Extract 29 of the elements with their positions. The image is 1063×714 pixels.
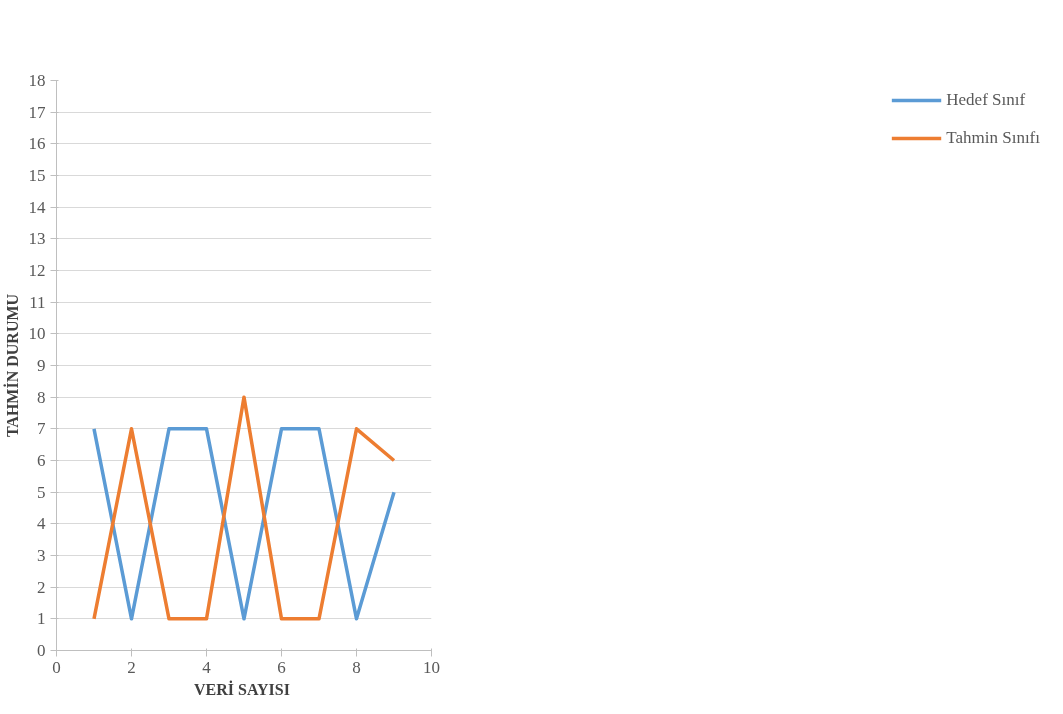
y-tick-label: 10 bbox=[28, 324, 46, 344]
y-tick-label: 17 bbox=[28, 102, 46, 122]
y-tick-label: 0 bbox=[37, 641, 46, 660]
y-tick-label: 15 bbox=[28, 166, 46, 185]
x-tick-label: 6 bbox=[277, 657, 286, 677]
x-tick-label: 0 bbox=[52, 657, 61, 677]
y-tick-label: 12 bbox=[28, 261, 46, 280]
y-tick-label: 18 bbox=[28, 71, 46, 90]
y-tick-label: 16 bbox=[28, 134, 46, 154]
y-tick-label: 8 bbox=[37, 387, 46, 407]
y-tick-label: 7 bbox=[37, 419, 46, 439]
x-tick-label: 2 bbox=[127, 657, 136, 677]
y-tick-label: 4 bbox=[37, 514, 46, 534]
legend-label: Tahmin Sınıfı bbox=[946, 128, 1040, 148]
x-tick-label: 10 bbox=[423, 657, 440, 677]
x-tick-label: 8 bbox=[352, 657, 361, 677]
x-tick-label: 4 bbox=[202, 657, 212, 677]
y-tick-label: 1 bbox=[37, 609, 46, 629]
y-tick-label: 5 bbox=[37, 482, 46, 502]
y-tick-label: 3 bbox=[37, 546, 46, 565]
y-tick-label: 9 bbox=[37, 356, 46, 375]
y-tick-label: 2 bbox=[37, 577, 46, 597]
legend-label: Hedef Sınıf bbox=[946, 90, 1026, 110]
x-axis-title: VERİ SAYISI bbox=[194, 679, 290, 698]
y-tick-label: 14 bbox=[28, 197, 46, 217]
y-tick-label: 11 bbox=[29, 292, 46, 312]
y-axis-title: TAHMİN DURUMU bbox=[2, 293, 21, 438]
y-tick-label: 6 bbox=[37, 451, 46, 470]
y-tick-label: 13 bbox=[28, 229, 46, 249]
